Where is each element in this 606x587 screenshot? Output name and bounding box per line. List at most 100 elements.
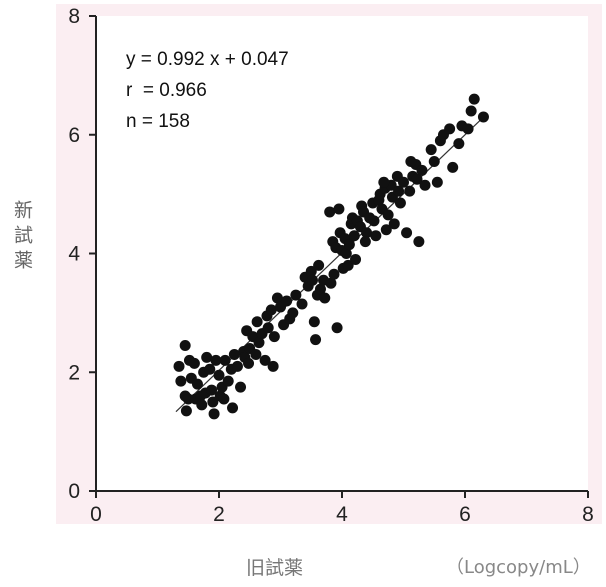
data-point [380,224,392,236]
data-point [207,396,219,408]
data-point [281,295,293,307]
data-point [310,334,322,346]
annotation-text: y = 0.992 x + 0.047 [126,49,289,70]
y-tick-label: 0 [68,480,80,503]
data-point [196,399,208,411]
data-point [259,354,271,366]
data-point [331,322,343,334]
data-point [265,304,277,316]
data-point [333,203,345,215]
data-point [210,354,222,366]
data-point [342,259,354,271]
data-point [350,253,362,265]
data-point [370,230,382,242]
data-point [228,348,240,360]
data-point [313,259,325,271]
annotation-text: n = 158 [126,111,190,132]
data-point [413,236,425,248]
data-point [290,289,302,301]
data-point [219,354,231,366]
x-tick-label: 6 [459,503,471,526]
data-point [477,111,489,123]
x-tick-label: 4 [336,503,348,526]
data-point [324,206,336,218]
data-point [287,307,299,319]
data-point [204,363,216,375]
data-point [419,179,431,191]
data-point [444,123,456,135]
data-point [175,375,187,387]
data-point [368,215,380,227]
data-point [361,227,373,239]
data-point [431,176,443,188]
data-point [447,161,459,173]
data-point [453,138,465,150]
data-point [428,155,440,167]
data-point [305,265,317,277]
data-point [173,360,185,372]
data-point [250,348,262,360]
data-point [404,185,416,197]
data-point [328,268,340,280]
data-point [388,218,400,230]
y-tick-label: 6 [68,124,80,147]
data-point [227,402,239,414]
data-point [462,123,474,135]
data-point [271,292,283,304]
data-point [218,393,230,405]
data-point [401,227,413,239]
data-point [394,197,406,209]
data-point [268,331,280,343]
data-point [191,378,203,390]
data-point [231,360,243,372]
data-point [267,360,279,372]
data-point [253,337,265,349]
data-point [235,381,247,393]
x-tick-label: 2 [213,503,225,526]
y-tick-label: 8 [68,5,80,28]
annotation-text: r = 0.966 [126,80,207,101]
data-point [359,236,371,248]
data-point [262,322,274,334]
data-point [179,340,191,352]
data-point [405,155,417,167]
data-point [222,375,234,387]
data-point [465,105,477,117]
data-point [378,176,390,188]
data-point [201,351,213,363]
data-point [425,144,437,156]
data-point [251,316,263,328]
x-ticks: 0 2 4 6 8 [90,491,594,526]
data-point [340,248,352,259]
y-tick-label: 2 [68,361,80,384]
data-point [213,369,225,381]
unit-label: （Logcopy/mL） [446,557,591,578]
data-point [348,230,360,242]
y-tick-label: 4 [68,243,80,266]
data-point [416,164,428,176]
data-point [411,173,423,185]
data-point [382,209,394,221]
data-point [468,93,480,105]
data-point [398,176,409,188]
y-ticks: 0 2 4 6 8 [68,5,96,503]
data-point [208,408,220,420]
data-point [188,357,200,369]
y-axis-label: 新試薬 [11,200,33,275]
data-point [319,292,331,304]
x-tick-label: 0 [90,503,102,526]
data-points [173,93,489,420]
data-point [243,357,255,369]
annotations: y = 0.992 x + 0.047 r = 0.966 n = 158 [126,49,289,132]
data-point [308,316,320,328]
x-tick-label: 8 [582,503,594,526]
data-point [296,298,308,310]
data-point [206,384,218,396]
data-point [393,185,405,197]
data-point [314,283,326,295]
data-point [343,239,355,251]
data-point [306,274,318,286]
data-point [325,277,337,289]
